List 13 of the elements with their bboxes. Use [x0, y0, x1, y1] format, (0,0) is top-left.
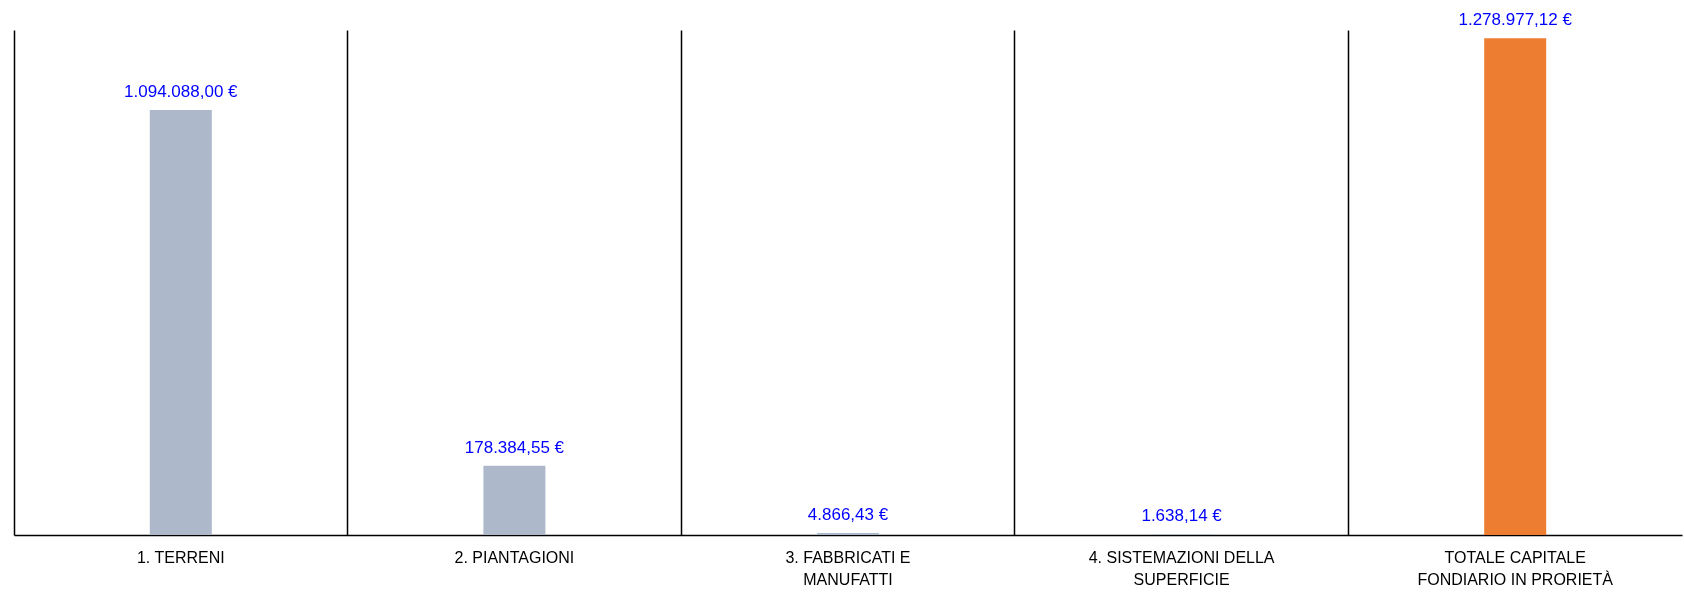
data-label: 1.094.088,00 €: [124, 81, 239, 101]
x-tick-label: 1. TERRENI: [136, 548, 225, 566]
bar: [1484, 38, 1547, 535]
x-tick-label: 3. FABBRICATI E MANUFATTI: [785, 548, 911, 588]
data-label: 4.866,43 €: [807, 505, 889, 525]
data-label: 1.638,14 €: [1141, 506, 1223, 526]
data-label: 1.278.977,12 €: [1458, 10, 1573, 30]
x-tick-label: 4. SISTEMAZIONI DELLA SUPERFICIE: [1088, 548, 1275, 588]
data-label: 178.384,55 €: [464, 437, 565, 457]
x-tick-label: 2. PIANTAGIONI: [454, 548, 575, 566]
bar: [149, 109, 212, 535]
x-tick-label: TOTALE CAPITALE FONDIARIO IN PRORIETÀ: [1417, 548, 1614, 588]
bar: [483, 465, 546, 535]
